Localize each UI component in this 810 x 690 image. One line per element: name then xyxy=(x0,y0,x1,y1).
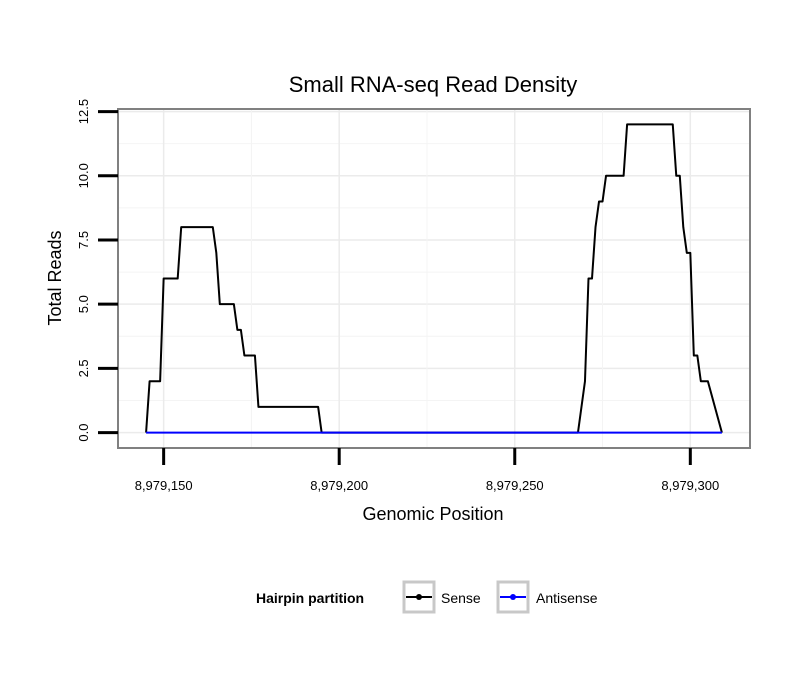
legend-point-sense xyxy=(416,594,422,600)
series-line-sense xyxy=(145,123,723,434)
y-tick-label: 12.5 xyxy=(76,99,91,124)
plot-panel-background xyxy=(118,109,750,448)
legend-entry-sense: Sense xyxy=(402,580,481,614)
y-tick-label: 7.5 xyxy=(76,231,91,249)
chart-title: Small RNA-seq Read Density xyxy=(289,72,578,97)
legend-entry-antisense: Antisense xyxy=(496,580,598,614)
legend-title: Hairpin partition xyxy=(256,590,364,606)
legend-point-antisense xyxy=(510,594,516,600)
series-lines xyxy=(145,123,723,434)
y-tick-label: 5.0 xyxy=(76,295,91,313)
x-tick-label: 8,979,250 xyxy=(486,478,544,493)
x-tick-label: 8,979,150 xyxy=(135,478,193,493)
x-tick-label: 8,979,200 xyxy=(310,478,368,493)
legend-label-antisense: Antisense xyxy=(536,590,598,606)
legend-label-sense: Sense xyxy=(441,590,481,606)
y-axis-label: Total Reads xyxy=(45,230,65,325)
plot-panel-border xyxy=(117,108,751,449)
y-tick-label: 0.0 xyxy=(76,424,91,442)
plot-panel xyxy=(118,109,750,448)
x-axis-label: Genomic Position xyxy=(362,504,503,524)
legend: Hairpin partition Sense Antisense xyxy=(256,580,598,614)
y-tick-label: 10.0 xyxy=(76,163,91,188)
y-tick-label: 2.5 xyxy=(76,359,91,377)
y-axis: 0.0 2.5 5.0 7.5 10.0 12.5 xyxy=(76,99,118,442)
x-axis: 8,979,150 8,979,200 8,979,250 8,979,300 xyxy=(135,448,719,493)
x-tick-label: 8,979,300 xyxy=(661,478,719,493)
